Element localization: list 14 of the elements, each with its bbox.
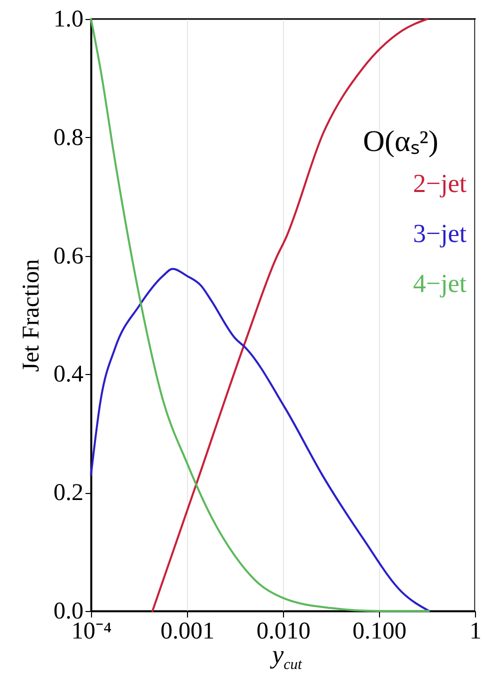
y-tick-label: 0.6 <box>54 243 84 270</box>
x-tick-label: 1 <box>470 618 482 644</box>
legend-title: O(αₛ²) <box>363 125 438 158</box>
text: 2−jet <box>413 169 468 198</box>
text: 3−jet <box>413 219 468 248</box>
y-tick-label: 0.2 <box>54 480 84 506</box>
y-tick-label: 0.8 <box>54 124 84 151</box>
x-tick-label: 0.001 <box>160 618 214 644</box>
y-tick-label: 0.4 <box>54 362 84 388</box>
text: 4−jet <box>413 269 468 298</box>
x-tick-label: 10⁻⁴ <box>71 618 112 644</box>
y-tick-label: 1.0 <box>54 6 84 32</box>
x-tick-label: 0.100 <box>352 618 406 644</box>
y-axis-title: Jet Fraction <box>18 259 44 372</box>
